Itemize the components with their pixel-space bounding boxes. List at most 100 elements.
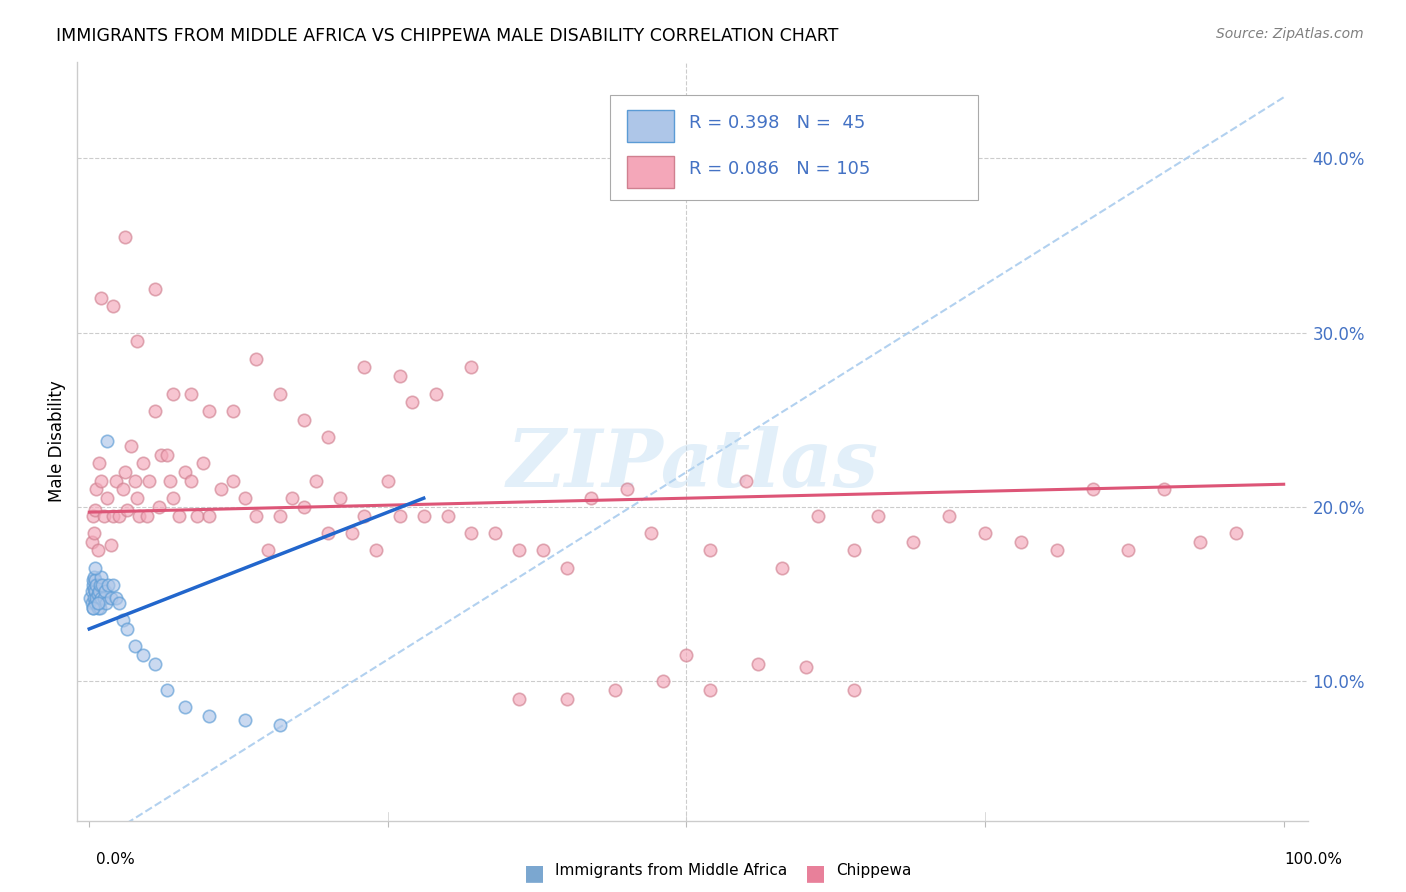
- Point: [143, 404, 166, 418]
- Point: [87, 596, 110, 610]
- Text: ZIPatlas: ZIPatlas: [506, 425, 879, 503]
- Bar: [627, 156, 673, 187]
- Point: [269, 508, 291, 523]
- Point: [292, 413, 315, 427]
- Point: [89, 601, 111, 615]
- Point: [86, 578, 108, 592]
- Point: [316, 526, 339, 541]
- Point: [167, 508, 190, 523]
- Point: [101, 300, 124, 314]
- Point: [197, 709, 219, 723]
- Point: [269, 386, 291, 401]
- Point: [616, 483, 638, 497]
- Point: [735, 474, 758, 488]
- Point: [143, 282, 166, 296]
- Point: [508, 543, 530, 558]
- Point: [90, 569, 112, 583]
- Point: [938, 508, 960, 523]
- Point: [807, 508, 830, 523]
- Point: [90, 591, 112, 605]
- Point: [221, 404, 243, 418]
- Point: [555, 561, 578, 575]
- Point: [94, 583, 117, 598]
- Point: [579, 491, 602, 506]
- Point: [111, 483, 134, 497]
- Point: [1010, 534, 1032, 549]
- Point: [233, 491, 256, 506]
- Point: [245, 508, 267, 523]
- Point: [1153, 483, 1175, 497]
- Point: [80, 583, 103, 598]
- Point: [82, 578, 104, 592]
- Point: [209, 483, 232, 497]
- Point: [100, 538, 122, 552]
- Point: [124, 640, 146, 654]
- Text: Source: ZipAtlas.com: Source: ZipAtlas.com: [1216, 27, 1364, 41]
- Point: [80, 596, 103, 610]
- Point: [699, 543, 721, 558]
- Point: [180, 474, 202, 488]
- Point: [93, 508, 115, 523]
- Point: [329, 491, 352, 506]
- Point: [148, 500, 170, 514]
- Point: [138, 474, 160, 488]
- Point: [651, 674, 673, 689]
- Point: [156, 682, 179, 697]
- Point: [132, 648, 155, 662]
- Point: [135, 508, 157, 523]
- Point: [292, 500, 315, 514]
- Point: [180, 386, 202, 401]
- Point: [281, 491, 304, 506]
- Point: [353, 508, 375, 523]
- Point: [128, 508, 150, 523]
- Point: [104, 474, 127, 488]
- Point: [82, 601, 104, 615]
- Point: [84, 561, 107, 575]
- Point: [353, 360, 375, 375]
- Point: [388, 508, 411, 523]
- Point: [86, 543, 108, 558]
- Point: [87, 456, 110, 470]
- Point: [90, 291, 112, 305]
- Point: [125, 334, 148, 349]
- Point: [531, 543, 554, 558]
- Point: [97, 578, 120, 592]
- Point: [94, 596, 117, 610]
- Point: [460, 526, 482, 541]
- Point: [91, 578, 114, 592]
- Point: [173, 700, 195, 714]
- Point: [305, 474, 328, 488]
- Point: [508, 691, 530, 706]
- Point: [675, 648, 697, 662]
- Point: [86, 596, 108, 610]
- Point: [108, 508, 131, 523]
- Point: [866, 508, 889, 523]
- Text: Chippewa: Chippewa: [837, 863, 912, 879]
- Point: [747, 657, 769, 671]
- Point: [84, 503, 107, 517]
- Point: [125, 491, 148, 506]
- Point: [114, 229, 136, 244]
- Point: [156, 448, 179, 462]
- Point: [1081, 483, 1104, 497]
- Point: [108, 596, 131, 610]
- Text: Immigrants from Middle Africa: Immigrants from Middle Africa: [555, 863, 787, 879]
- Point: [104, 591, 127, 605]
- Point: [111, 613, 134, 627]
- Point: [162, 386, 184, 401]
- Point: [377, 474, 399, 488]
- Point: [93, 591, 115, 605]
- Point: [974, 526, 997, 541]
- Point: [132, 456, 155, 470]
- Point: [86, 601, 108, 615]
- Point: [84, 583, 107, 598]
- Point: [233, 713, 256, 727]
- Point: [316, 430, 339, 444]
- Point: [364, 543, 387, 558]
- Point: [1225, 526, 1247, 541]
- Point: [83, 569, 105, 583]
- Text: ■: ■: [806, 863, 825, 883]
- Point: [117, 622, 139, 636]
- Point: [770, 561, 793, 575]
- Point: [842, 682, 865, 697]
